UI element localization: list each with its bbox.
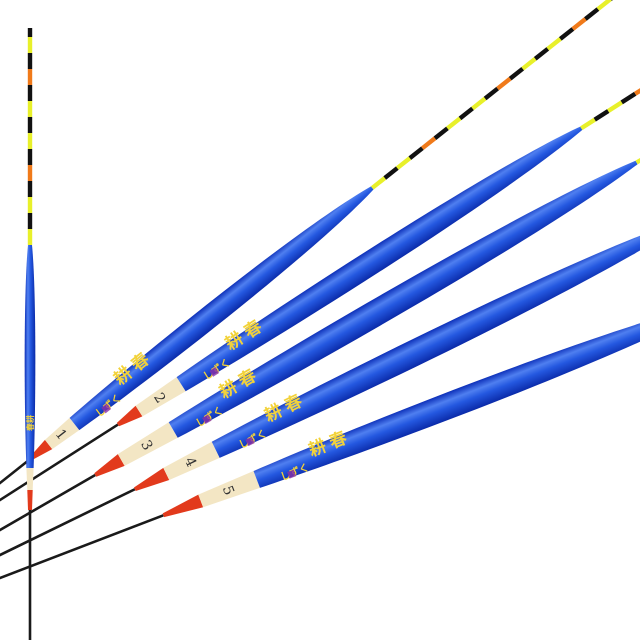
float-tip-segment xyxy=(433,126,449,140)
float-tip-segment xyxy=(596,0,612,11)
seal-mark xyxy=(287,469,297,479)
float-tip-segment xyxy=(635,152,640,165)
float-tip-segment xyxy=(27,28,33,37)
float-stem xyxy=(0,514,164,587)
float-tip-segment xyxy=(27,133,33,149)
float-tip-segment xyxy=(27,117,33,133)
float-stem xyxy=(0,423,119,512)
float-stem xyxy=(0,457,33,497)
float-red-band xyxy=(162,494,204,518)
float-tip-segment xyxy=(408,146,424,160)
seal-mark xyxy=(202,414,212,425)
float-tip-segment xyxy=(584,7,600,21)
float-tip-segment xyxy=(27,213,33,229)
float-tip-segment xyxy=(27,229,33,245)
float-collar xyxy=(163,441,220,480)
seal-mark xyxy=(245,436,255,447)
seal-mark xyxy=(101,403,112,414)
float-stem xyxy=(0,473,96,542)
float-red-band xyxy=(133,467,170,492)
float-stem xyxy=(0,488,136,565)
float-collar xyxy=(44,417,80,450)
float-collar xyxy=(198,471,260,508)
float-tip-segment xyxy=(27,101,33,117)
float-stem xyxy=(28,510,32,640)
float-tip-segment xyxy=(508,66,525,81)
float-tip-segment xyxy=(27,197,33,213)
float-red-band xyxy=(116,405,143,427)
float-body xyxy=(24,245,36,468)
float-tip-segment xyxy=(395,156,412,170)
float-body xyxy=(253,303,640,488)
float-tip-segment xyxy=(571,17,587,31)
brand-char: 耕 xyxy=(306,435,329,461)
float-tip-segment xyxy=(620,91,637,105)
float-tip-segment xyxy=(593,109,610,122)
float-body xyxy=(176,126,583,392)
float-red-band xyxy=(94,454,125,477)
float-tip-segment xyxy=(521,57,537,71)
float-tip-segment xyxy=(27,181,33,197)
float-body xyxy=(69,186,374,431)
float-tip-segment xyxy=(483,86,500,101)
float-body xyxy=(211,220,640,458)
float-tip-segment xyxy=(370,176,387,190)
float-tip-segment xyxy=(634,83,640,96)
float-tip-segment xyxy=(496,76,512,91)
float-tip-segment xyxy=(558,27,575,41)
float-tip-segment xyxy=(27,165,33,181)
float-collar xyxy=(135,377,186,417)
float-tip-segment xyxy=(458,106,474,121)
float-collar xyxy=(26,468,34,490)
float-tip-segment xyxy=(27,69,33,85)
float-red-band xyxy=(27,490,33,510)
float-tip-segment xyxy=(471,96,487,111)
float-tip-segment xyxy=(446,116,462,131)
brand-label: 春耕 xyxy=(25,415,35,431)
float-tip-segment xyxy=(27,149,33,165)
float-tip-segment xyxy=(383,166,399,180)
float-vertical: 春耕 xyxy=(24,28,36,640)
float-tip-segment xyxy=(607,100,623,113)
seal-mark xyxy=(209,367,220,377)
float-body xyxy=(168,160,638,438)
float-collar xyxy=(117,422,178,466)
float-tip-segment xyxy=(533,47,550,61)
float-tip-segment xyxy=(421,136,437,150)
float-red-band xyxy=(30,439,53,460)
float-tip-segment xyxy=(546,37,562,51)
float-tip-segment xyxy=(27,85,33,101)
float-tip-segment xyxy=(580,117,596,131)
float-tip-segment xyxy=(27,53,33,69)
float-tip-segment xyxy=(27,37,33,53)
brand-char: 春 xyxy=(326,427,349,453)
